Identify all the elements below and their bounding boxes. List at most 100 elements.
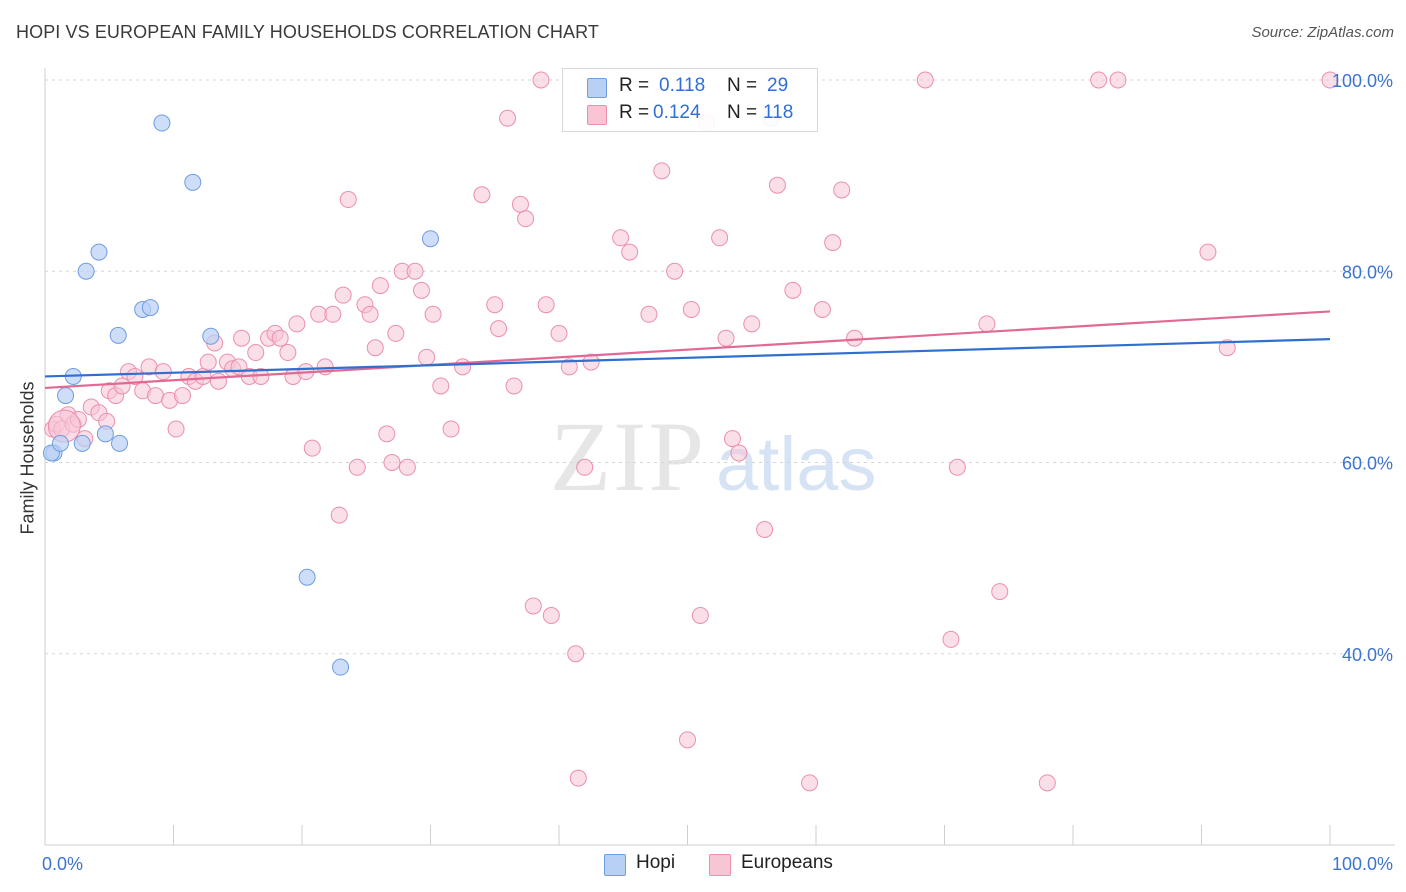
europeans-point <box>679 731 696 749</box>
europeans-point <box>454 358 472 376</box>
europeans-point <box>473 186 491 204</box>
europeans-point <box>1109 71 1127 89</box>
europeans-point <box>371 277 389 295</box>
europeans-point <box>383 454 401 471</box>
hopi-point <box>57 387 75 405</box>
europeans-point <box>366 339 384 357</box>
europeans-swatch <box>587 105 607 125</box>
europeans-point <box>303 439 321 457</box>
europeans-point <box>916 71 934 89</box>
europeans-point <box>147 387 165 405</box>
europeans-point <box>801 774 819 792</box>
europeans-point <box>486 296 504 314</box>
europeans-point <box>154 363 172 381</box>
europeans-point <box>330 506 348 524</box>
watermark: ZIP atlas <box>550 401 877 512</box>
europeans-point <box>846 329 864 347</box>
europeans-point <box>126 367 144 385</box>
europeans-point <box>348 458 366 476</box>
europeans-point <box>511 195 529 213</box>
x-tick-label: 100.0% <box>1332 854 1393 874</box>
y-axis-label: Family Households <box>17 381 38 535</box>
europeans-point <box>666 262 684 280</box>
hopi-point <box>51 434 69 452</box>
hopi-trend-line <box>44 338 1331 378</box>
europeans-point <box>640 305 658 323</box>
europeans-point <box>209 372 227 390</box>
europeans-point <box>288 315 306 333</box>
europeans-point <box>833 181 851 199</box>
europeans-point <box>691 607 709 624</box>
europeans-point <box>948 458 966 476</box>
europeans-point <box>499 109 517 127</box>
europeans-point <box>569 769 587 787</box>
hopi-swatch <box>587 78 607 98</box>
legend-n-value-europeans: 118 <box>763 102 794 123</box>
europeans-point <box>324 305 342 323</box>
hopi-point <box>141 299 159 317</box>
legend-r-label: R = <box>619 102 650 123</box>
europeans-point <box>505 377 523 395</box>
europeans-point <box>942 630 960 648</box>
europeans-trend-line <box>44 310 1331 390</box>
europeans-point <box>756 520 774 538</box>
europeans-point <box>621 243 639 261</box>
europeans-point <box>550 324 568 342</box>
europeans-point <box>378 425 396 443</box>
y-tick-label: 80.0% <box>1342 262 1393 282</box>
europeans-point <box>418 348 436 366</box>
europeans-points <box>44 71 1339 792</box>
hopi-point <box>202 327 220 345</box>
hopi-legend-swatch <box>604 854 626 876</box>
hopi-point <box>90 243 108 261</box>
legend-r-value-hopi: 0.118 <box>659 75 706 96</box>
europeans-point <box>682 301 700 318</box>
europeans-point <box>398 458 416 476</box>
europeans-point <box>612 229 630 247</box>
chart-title: HOPI VS EUROPEAN FAMILY HOUSEHOLDS CORRE… <box>16 22 599 42</box>
europeans-point <box>824 234 842 252</box>
europeans-point <box>991 583 1009 601</box>
trend-lines <box>44 310 1331 390</box>
europeans-point <box>560 358 578 376</box>
europeans-point <box>199 353 217 371</box>
europeans-legend-swatch <box>709 854 731 876</box>
europeans-point <box>442 420 460 438</box>
watermark-atlas: atlas <box>716 422 877 507</box>
europeans-point <box>490 320 508 338</box>
europeans-point <box>167 420 185 438</box>
europeans-point <box>784 281 802 299</box>
europeans-point <box>723 430 741 448</box>
legend-n-label: N = <box>727 75 758 96</box>
chart-source: Source: ZipAtlas.com <box>1251 24 1394 41</box>
europeans-point <box>361 305 379 323</box>
europeans-point <box>1218 339 1236 357</box>
y-tick-label: 100.0% <box>1332 71 1393 91</box>
hopi-point <box>109 326 127 344</box>
hopi-point <box>298 568 316 586</box>
europeans-point <box>711 229 729 247</box>
europeans-point <box>279 344 297 362</box>
europeans-point <box>567 645 585 663</box>
europeans-point <box>387 324 405 342</box>
tick-labels: 40.0% 60.0% 80.0% 100.0% 0.0% 100.0% <box>42 71 1393 874</box>
hopi-point <box>111 434 129 452</box>
europeans-point <box>524 597 542 615</box>
hopi-point <box>77 262 95 280</box>
europeans-point <box>1321 71 1339 89</box>
y-tick-label: 60.0% <box>1342 454 1393 474</box>
hopi-point <box>153 114 171 132</box>
europeans-point <box>424 305 442 323</box>
legend-r-value-europeans: 0.124 <box>653 102 701 123</box>
legend-n-value-hopi: 29 <box>767 75 789 96</box>
europeans-point <box>532 71 550 89</box>
europeans-point <box>406 262 424 280</box>
hopi-point <box>96 425 114 443</box>
hopi-point <box>332 658 350 676</box>
europeans-point <box>537 296 555 314</box>
europeans-point <box>978 315 996 333</box>
legend-r-label: R = <box>619 75 650 96</box>
europeans-point <box>413 281 431 299</box>
europeans-point <box>247 344 265 362</box>
